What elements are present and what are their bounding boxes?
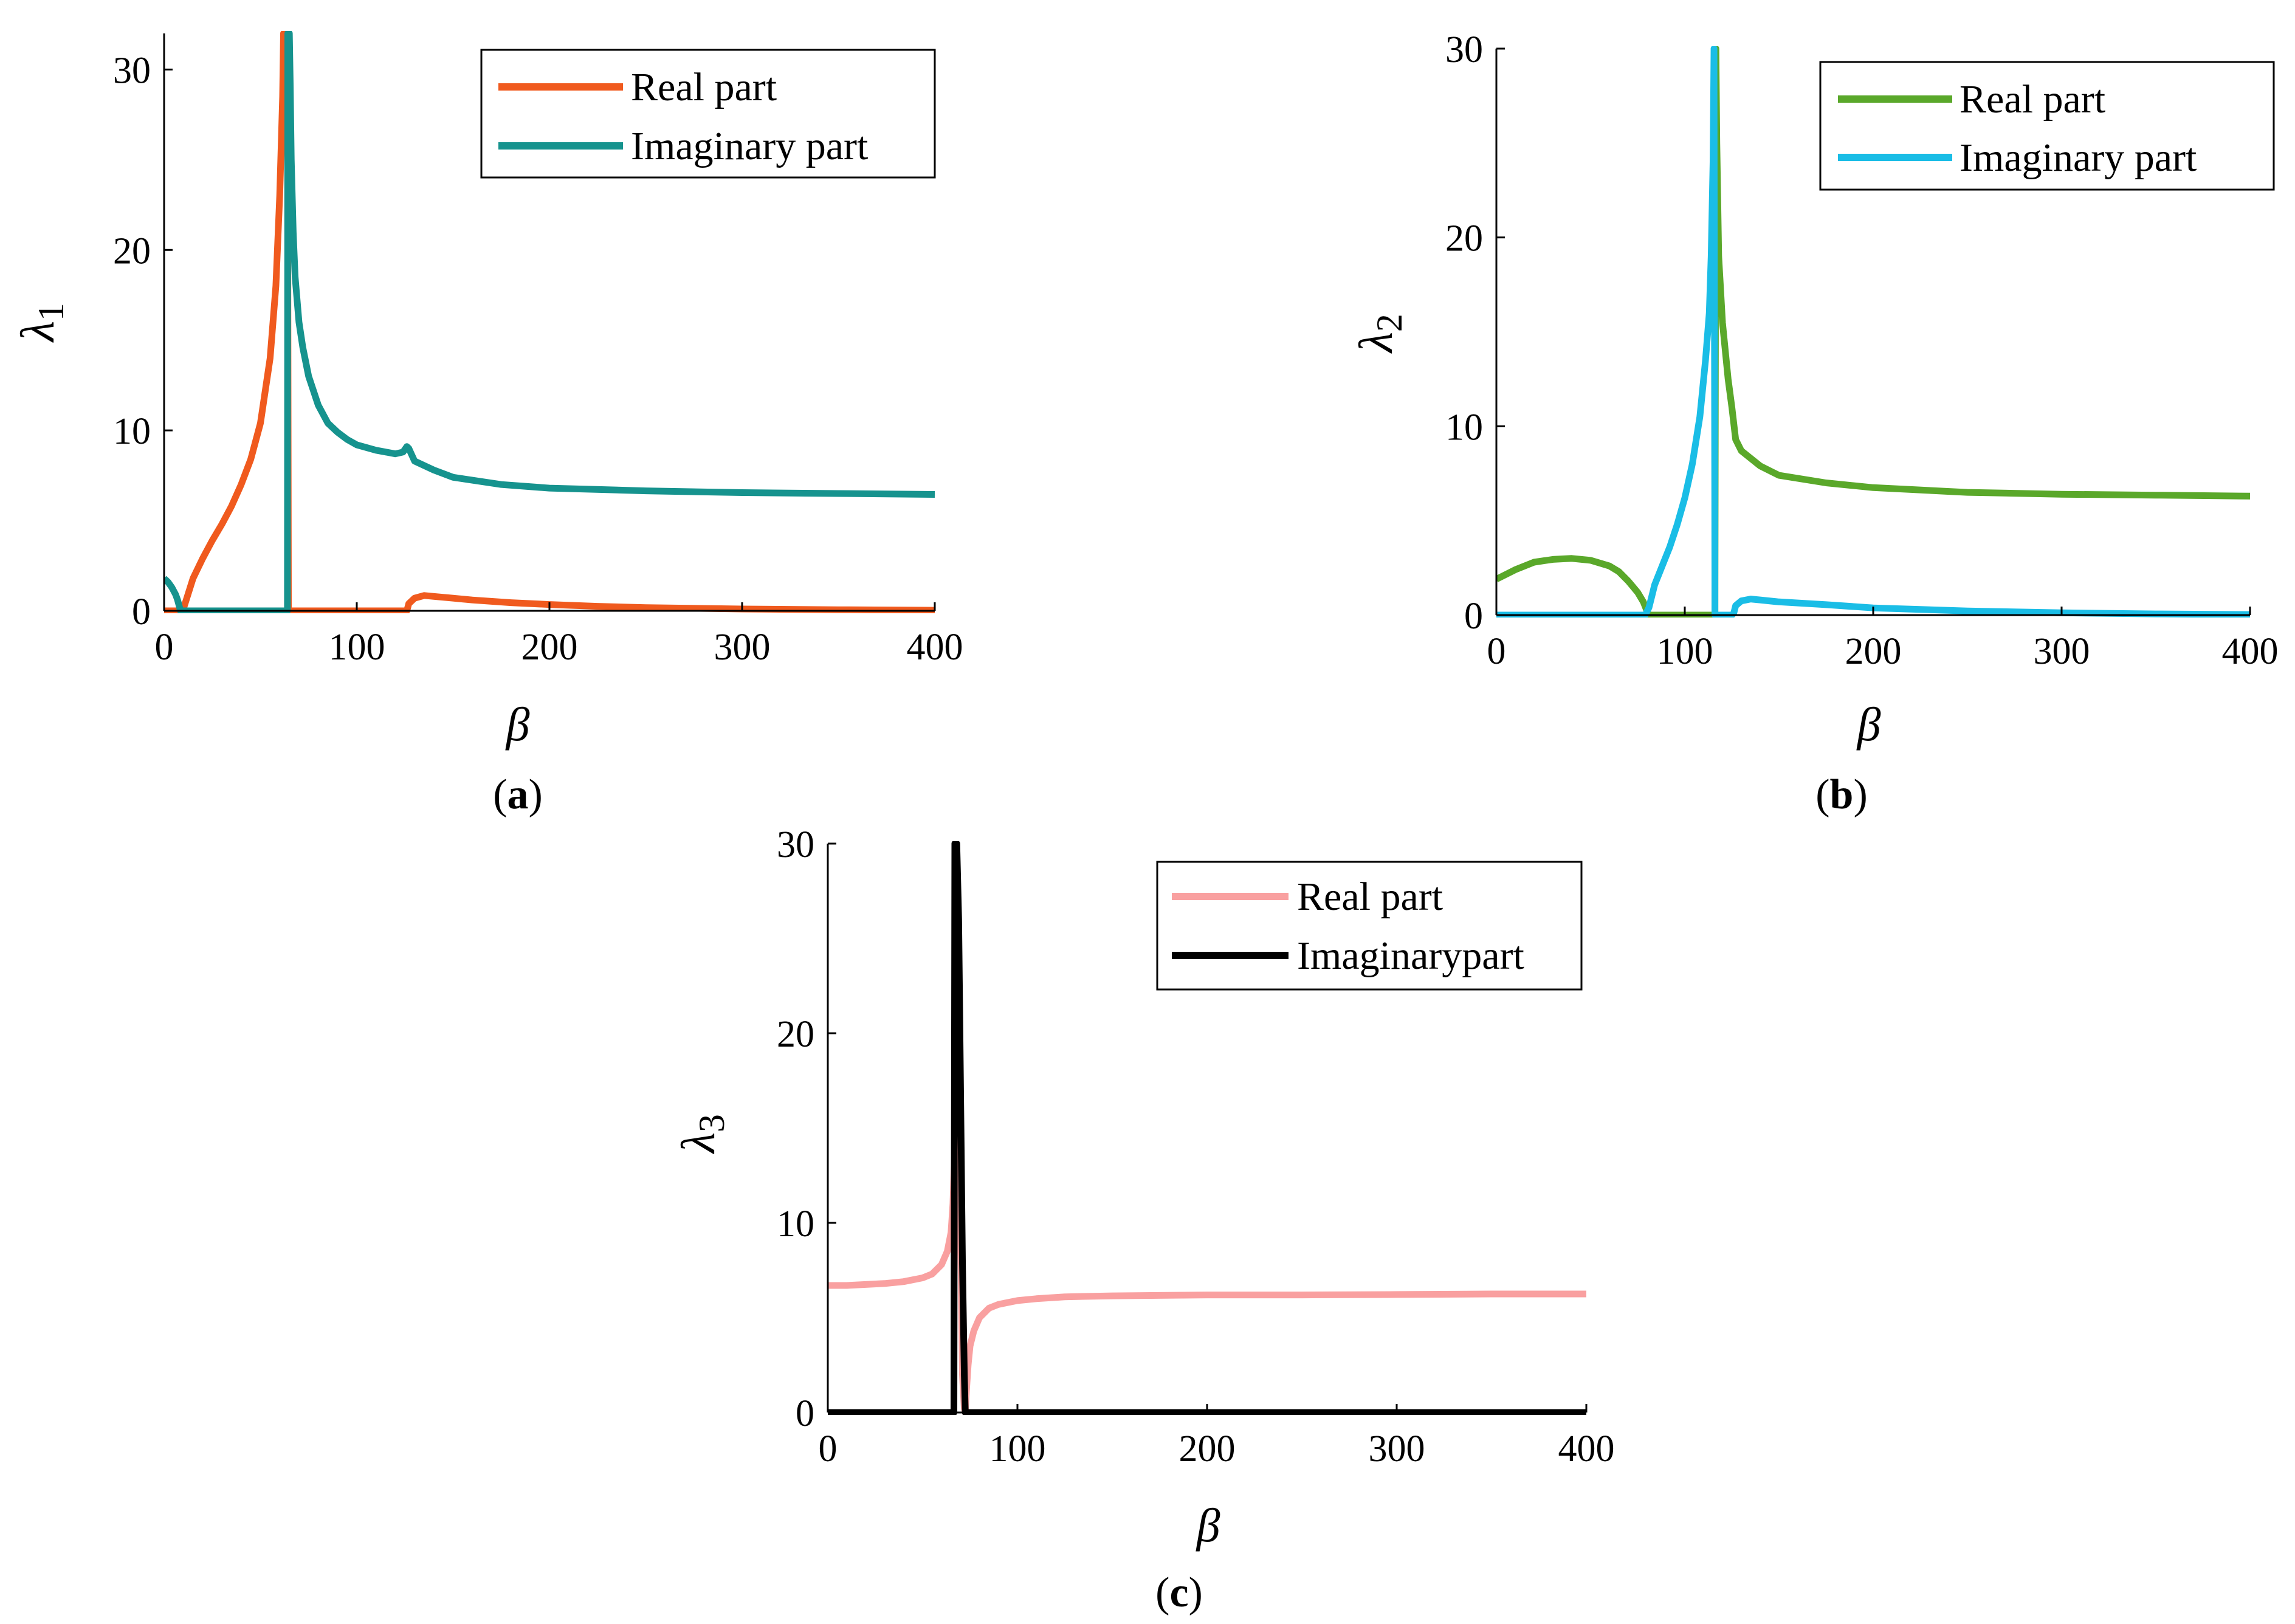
series-line-imaginary-part-b xyxy=(1496,46,2251,618)
plot-area-c: 0 100 200 300 400 0 10 20 30 xyxy=(777,824,1615,1470)
legend-box-c xyxy=(1156,861,1583,991)
y-tick-label-0-a: 0 xyxy=(132,591,151,633)
panel-a: 0 100 200 300 400 0 10 20 30 Real part Imaginary… xyxy=(11,31,963,818)
panel-close-b: ) xyxy=(1853,771,1867,818)
plot-area-a: 0 100 200 300 400 0 10 20 30 xyxy=(113,31,963,668)
y-axis-label-b: λ2 xyxy=(1349,314,1409,354)
panel-close-c: ) xyxy=(1189,1569,1203,1616)
x-tick-label-0-a: 0 xyxy=(155,627,174,668)
legend-label-real-part-b: Real part xyxy=(1960,77,2105,122)
legend-label-imaginary-part-a: Imaginary part xyxy=(631,124,868,168)
legend-label-real-part-c: Real part xyxy=(1297,875,1443,919)
x-tick-label-300-a: 300 xyxy=(714,627,771,668)
panel-open-b: ( xyxy=(1815,771,1829,818)
x-tick-label-100-b: 100 xyxy=(1657,631,1713,672)
x-tick-label-200-a: 200 xyxy=(521,627,578,668)
series-line-real-part-c xyxy=(828,954,1586,1415)
y-axis-symbol-a: λ xyxy=(11,321,64,343)
y-axis-symbol-b: λ xyxy=(1349,332,1402,354)
panel-label-b: (b) xyxy=(1815,771,1868,818)
x-tick-label-300-b: 300 xyxy=(2034,631,2090,672)
panel-close-a: ) xyxy=(529,771,543,818)
y-tick-label-30-a: 30 xyxy=(113,50,151,91)
x-tick-label-400-c: 400 xyxy=(1558,1428,1615,1470)
x-tick-label-200-b: 200 xyxy=(1845,631,1902,672)
y-axis-label-c: λ3 xyxy=(672,1114,732,1154)
y-axis-subscript-a: 1 xyxy=(31,303,71,321)
panel-letter-c: c xyxy=(1169,1569,1188,1616)
x-axis-label-a: β xyxy=(505,698,530,751)
legend-a: Real part Imaginary part xyxy=(480,49,936,179)
legend-box-a xyxy=(480,49,936,179)
y-tick-label-30-b: 30 xyxy=(1445,29,1483,71)
legend-box-b xyxy=(1819,61,2275,191)
panel-letter-b: b xyxy=(1830,771,1854,818)
y-axis-subscript-b: 2 xyxy=(1369,314,1409,332)
y-tick-label-10-c: 10 xyxy=(777,1203,814,1245)
y-tick-label-0-b: 0 xyxy=(1464,596,1483,637)
panel-label-a: (a) xyxy=(493,771,543,818)
legend-c: Real part Imaginarypart xyxy=(1156,861,1583,991)
panel-c: 0 100 200 300 400 0 10 20 30 Real part Imaginary… xyxy=(672,824,1615,1616)
y-tick-label-20-c: 20 xyxy=(777,1014,814,1055)
y-tick-label-20-b: 20 xyxy=(1445,218,1483,260)
panel-open-c: ( xyxy=(1155,1569,1169,1616)
panel-open-a: ( xyxy=(493,771,507,818)
x-tick-label-200-c: 200 xyxy=(1179,1428,1236,1470)
panel-b: 0 100 200 300 400 0 10 20 30 Real part Imaginary… xyxy=(1349,29,2279,818)
x-tick-label-400-b: 400 xyxy=(2222,631,2279,672)
x-tick-label-300-c: 300 xyxy=(1369,1428,1425,1470)
panel-label-c: (c) xyxy=(1155,1569,1203,1616)
x-tick-label-0-b: 0 xyxy=(1487,631,1506,672)
x-tick-label-100-c: 100 xyxy=(989,1428,1046,1470)
y-tick-label-10-b: 10 xyxy=(1445,407,1483,448)
legend-label-imaginary-part-c: Imaginarypart xyxy=(1297,934,1524,978)
legend-b: Real part Imaginary part xyxy=(1819,61,2275,191)
y-tick-label-30-c: 30 xyxy=(777,824,814,865)
y-tick-label-20-a: 20 xyxy=(113,230,151,272)
x-tick-label-100-a: 100 xyxy=(329,627,385,668)
y-axis-subscript-c: 3 xyxy=(692,1114,732,1132)
plot-area-b: 0 100 200 300 400 0 10 20 30 xyxy=(1445,29,2279,672)
legend-label-real-part-a: Real part xyxy=(631,65,777,109)
x-tick-label-400-a: 400 xyxy=(907,627,963,668)
y-tick-label-0-c: 0 xyxy=(796,1393,814,1434)
x-axis-label-b: β xyxy=(1856,698,1881,751)
y-axis-label-a: λ1 xyxy=(11,303,71,343)
x-axis-label-c: β xyxy=(1196,1499,1220,1552)
y-tick-label-10-a: 10 xyxy=(113,411,151,452)
y-axis-symbol-c: λ xyxy=(672,1132,724,1154)
panel-letter-a: a xyxy=(508,771,529,818)
legend-label-imaginary-part-b: Imaginary part xyxy=(1960,136,2197,180)
x-tick-label-0-c: 0 xyxy=(819,1428,838,1470)
